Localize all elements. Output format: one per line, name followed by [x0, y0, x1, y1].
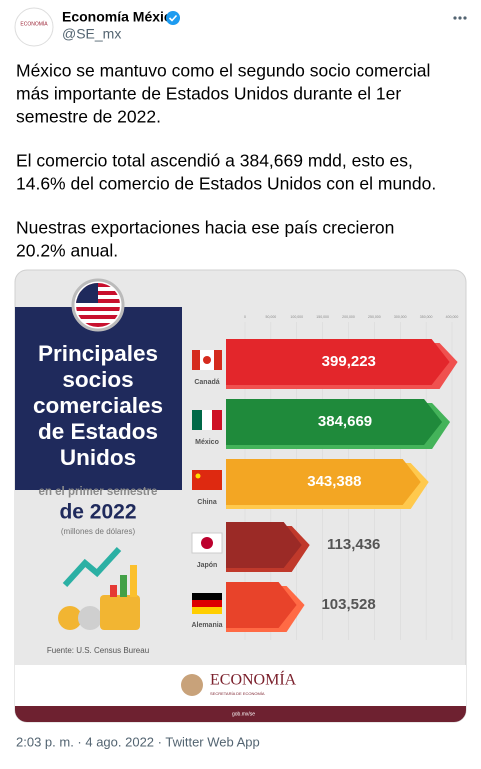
flag: [192, 593, 222, 600]
avatar-text: ECONOMÍA: [20, 20, 48, 27]
bar: [226, 582, 297, 628]
axis-tick-label: 50,000: [266, 315, 277, 319]
tweet-text: más importante de Estados Unidos durante…: [16, 84, 401, 104]
country-name: Japón: [197, 562, 218, 569]
tweet-text: El comercio total ascendió a 384,669 mdd…: [16, 151, 413, 171]
logo-sub: SECRETARÍA DE ECONOMÍA: [210, 691, 265, 696]
flag: [212, 410, 222, 430]
axis-tick-label: 400,000: [446, 315, 459, 319]
value-label: 113,436: [327, 536, 380, 553]
country-name: Alemania: [191, 622, 222, 629]
country-name: Canadá: [194, 379, 219, 386]
unit: (millones de dólares): [61, 527, 136, 536]
lower-left: [15, 490, 182, 665]
check: [168, 14, 178, 22]
verified-badge: [166, 11, 180, 25]
value-label: 343,388: [307, 473, 361, 490]
infographic-title: Principales: [38, 341, 158, 366]
growth-arrow: [62, 546, 122, 588]
flag: [192, 607, 222, 614]
coins: [58, 595, 140, 630]
flag: [192, 410, 202, 430]
tweet-text: 14.6% del comercio de Estados Unidos con…: [16, 174, 436, 194]
axis-tick-label: 350,000: [420, 315, 433, 319]
infographic-title: Unidos: [60, 445, 136, 470]
infographic-title: de Estados: [38, 419, 158, 444]
axis-tick-label: 300,000: [394, 315, 407, 319]
avatar[interactable]: [14, 7, 54, 47]
flag: [192, 350, 200, 370]
tweet-text: Nuestras exportaciones hacia ese país cr…: [16, 218, 394, 238]
country-name: China: [197, 499, 217, 506]
footer-strip: [15, 706, 466, 722]
flag: [195, 473, 201, 479]
bar: [226, 399, 443, 445]
logo-band: [15, 665, 466, 706]
tweet-text: 20.2% anual.: [16, 241, 118, 261]
logo-seal: [181, 674, 203, 696]
footer-url: gob.mx/se: [232, 711, 255, 717]
value-label: 399,223: [322, 353, 376, 370]
infographic-title: comerciales: [33, 393, 163, 418]
flag: [192, 470, 222, 490]
flag: [192, 600, 222, 607]
axis-tick-label: 200,000: [342, 315, 355, 319]
flag: [201, 537, 213, 549]
source: Fuente: U.S. Census Bureau: [47, 646, 149, 655]
infographic-title: socios: [62, 367, 133, 392]
more-menu[interactable]: [453, 16, 467, 20]
flag: [214, 350, 222, 370]
author-name[interactable]: Economía México: [62, 9, 180, 25]
tweet-text: semestre de 2022.: [16, 107, 161, 127]
year: de 2022: [59, 501, 136, 524]
tweet-text: México se mantuvo como el segundo socio …: [16, 61, 430, 81]
bar-icons: [110, 565, 137, 597]
value-label: 384,669: [318, 413, 372, 430]
bar: [226, 459, 421, 505]
axis-tick-label: 100,000: [290, 315, 303, 319]
axis-tick-label: 250,000: [368, 315, 381, 319]
axis-tick-label: 0: [244, 315, 246, 319]
flag: [202, 410, 212, 430]
axis-tick-label: 150,000: [316, 315, 329, 319]
attached-image[interactable]: ECONOMÍA SECRETARÍA DE ECONOMÍA gob.mx/s…: [14, 269, 467, 723]
author-handle[interactable]: @SE_mx: [62, 26, 121, 42]
value-label: 103,528: [321, 596, 375, 613]
bar: [226, 522, 302, 568]
country-name: México: [195, 439, 219, 446]
bar: [226, 339, 450, 385]
timestamp[interactable]: 2:03 p. m. · 4 ago. 2022 · Twitter Web A…: [16, 734, 260, 749]
flag: [203, 356, 211, 364]
logo: ECONOMÍA: [210, 670, 297, 689]
subtitle: en el primer semestre: [39, 486, 158, 498]
